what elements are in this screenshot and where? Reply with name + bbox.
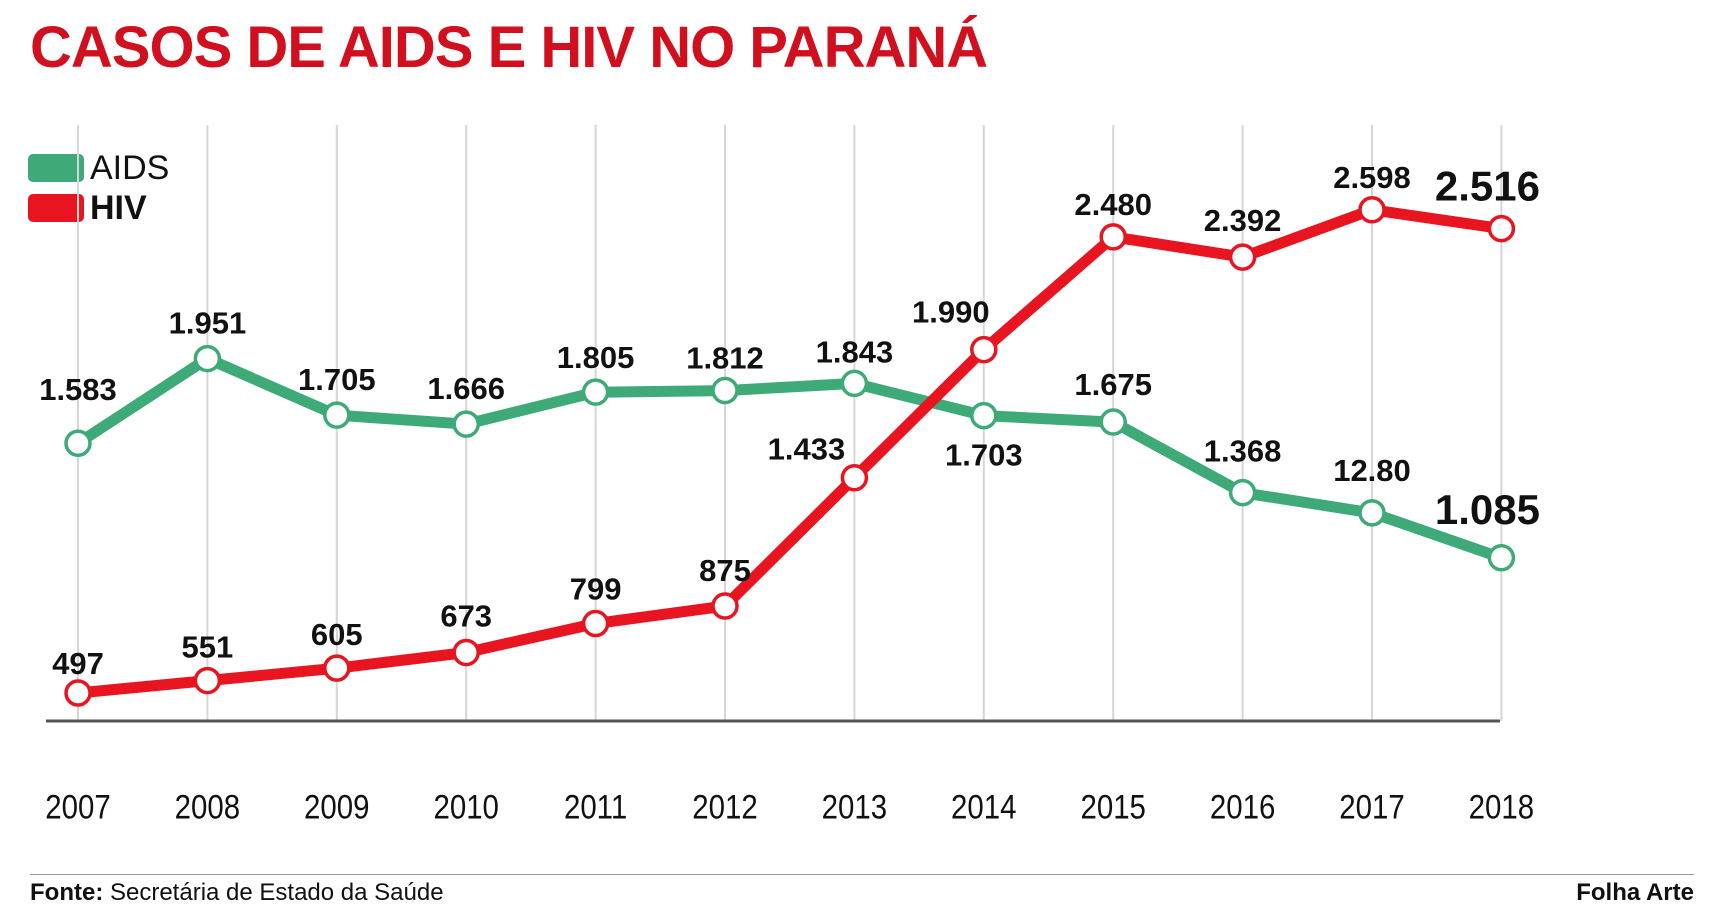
data-label-hiv-2010: 673 (440, 599, 492, 634)
footer-divider (30, 874, 1694, 875)
source-text: Secretária de Estado da Saúde (109, 879, 444, 906)
data-label-aids-2014: 1.703 (945, 438, 1023, 473)
x-tick-label-2010: 2010 (433, 787, 498, 826)
data-label-hiv-2014: 1.990 (912, 295, 990, 330)
x-tick-label-2009: 2009 (304, 787, 369, 826)
data-label-aids-2017: 12.80 (1333, 453, 1411, 488)
data-label-hiv-2015: 2.480 (1074, 187, 1152, 222)
point-aids-2012 (711, 376, 739, 405)
legend-label-hiv: HIV (90, 189, 147, 227)
data-label-aids-2010: 1.666 (427, 371, 505, 406)
legend-item-aids: AIDS (28, 148, 169, 188)
data-label-aids-2007: 1.583 (39, 372, 117, 407)
footer-source: Fonte: Secretária de Estado da Saúde (30, 879, 444, 907)
x-tick-label-2011: 2011 (564, 787, 627, 826)
source-label: Fonte: (30, 879, 104, 906)
data-label-hiv-2018: 2.516 (1435, 163, 1540, 210)
data-label-aids-2011: 1.805 (557, 340, 635, 375)
x-tick-label-2013: 2013 (822, 787, 887, 826)
data-label-aids-2015: 1.675 (1074, 367, 1152, 402)
x-tick-label-2015: 2015 (1080, 787, 1145, 826)
point-aids-2014 (970, 401, 998, 430)
point-hiv-2009 (323, 654, 351, 682)
point-aids-2013 (840, 369, 869, 398)
footer-credit: Folha Arte (1576, 879, 1694, 906)
point-aids-2017 (1358, 499, 1386, 527)
data-label-hiv-2008: 551 (182, 630, 234, 665)
x-tick-label-2008: 2008 (175, 787, 240, 826)
point-aids-2015 (1099, 408, 1127, 436)
legend: AIDS HIV (28, 148, 169, 228)
x-tick-label-2007: 2007 (45, 787, 110, 826)
point-hiv-2012 (711, 592, 739, 620)
data-label-hiv-2016: 2.392 (1204, 203, 1282, 238)
point-aids-2010 (452, 410, 480, 438)
legend-item-hiv: HIV (28, 188, 169, 228)
point-aids-2016 (1228, 478, 1257, 507)
legend-label-aids: AIDS (90, 149, 170, 187)
legend-swatch-hiv (28, 194, 84, 222)
point-aids-2009 (323, 401, 351, 429)
point-hiv-2008 (193, 666, 222, 695)
data-label-aids-2008: 1.951 (169, 306, 247, 341)
series-line-hiv (72, 204, 1507, 699)
point-hiv-2007 (64, 679, 92, 707)
data-label-hiv-2012: 875 (699, 553, 751, 588)
x-tick-label-2016: 2016 (1210, 787, 1275, 826)
data-label-hiv-2013: 1.433 (768, 432, 846, 467)
data-label-hiv-2017: 2.598 (1333, 160, 1411, 195)
point-aids-2007 (64, 429, 92, 457)
point-hiv-2015 (1099, 223, 1127, 251)
point-hiv-2013 (840, 463, 869, 492)
data-label-hiv-2007: 497 (52, 646, 104, 681)
point-aids-2008 (193, 344, 222, 373)
point-hiv-2014 (970, 335, 998, 364)
data-label-aids-2009: 1.705 (298, 362, 376, 397)
point-hiv-2017 (1358, 196, 1386, 224)
x-tick-label-2012: 2012 (692, 787, 757, 826)
x-tick-label-2018: 2018 (1469, 787, 1534, 826)
legend-swatch-aids (28, 154, 84, 182)
point-hiv-2016 (1228, 243, 1257, 271)
series-line-aids (72, 353, 1507, 564)
chart-title: CASOS DE AIDS E HIV NO PARANÁ (30, 15, 988, 80)
data-label-aids-2018: 1.085 (1435, 486, 1540, 533)
point-hiv-2018 (1487, 214, 1516, 243)
x-tick-label-2014: 2014 (951, 787, 1016, 826)
point-hiv-2010 (452, 638, 480, 667)
x-tick-label-2017: 2017 (1339, 787, 1404, 826)
data-label-hiv-2011: 799 (570, 572, 622, 607)
point-hiv-2011 (581, 609, 610, 638)
data-label-aids-2013: 1.843 (816, 334, 894, 369)
data-label-aids-2012: 1.812 (686, 341, 764, 376)
point-aids-2011 (581, 378, 610, 406)
data-label-aids-2016: 1.368 (1204, 434, 1282, 469)
point-aids-2018 (1487, 544, 1516, 572)
data-label-hiv-2009: 605 (311, 617, 363, 652)
